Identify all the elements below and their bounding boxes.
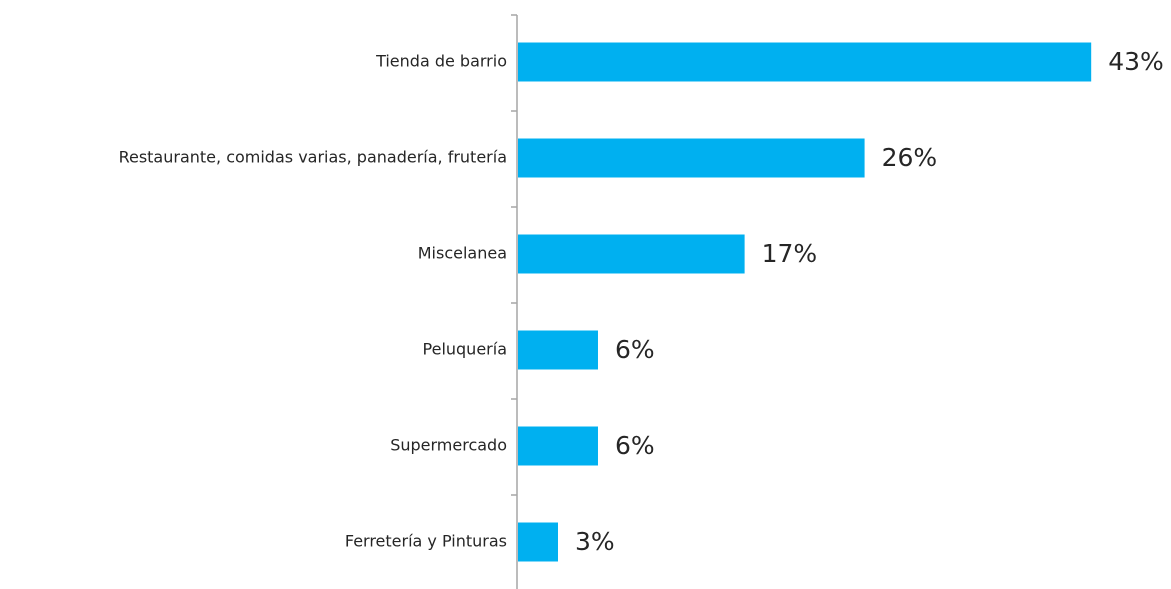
bar	[518, 42, 1092, 82]
value-label: 6%	[615, 335, 655, 364]
bar	[518, 522, 558, 562]
bar	[518, 330, 598, 370]
value-label: 6%	[615, 431, 655, 460]
bar	[518, 426, 598, 466]
category-label: Miscelanea	[418, 244, 507, 263]
bar	[518, 234, 745, 274]
value-label: 43%	[1108, 47, 1164, 76]
bar	[518, 138, 865, 178]
category-label: Tienda de barrio	[375, 52, 507, 71]
category-label: Supermercado	[390, 436, 507, 455]
category-label: Ferretería y Pinturas	[345, 532, 507, 551]
category-label: Restaurante, comidas varias, panadería, …	[119, 148, 507, 167]
value-label: 3%	[575, 527, 615, 556]
value-label: 26%	[882, 143, 938, 172]
value-label: 17%	[762, 239, 818, 268]
category-label: Peluquería	[423, 340, 507, 359]
